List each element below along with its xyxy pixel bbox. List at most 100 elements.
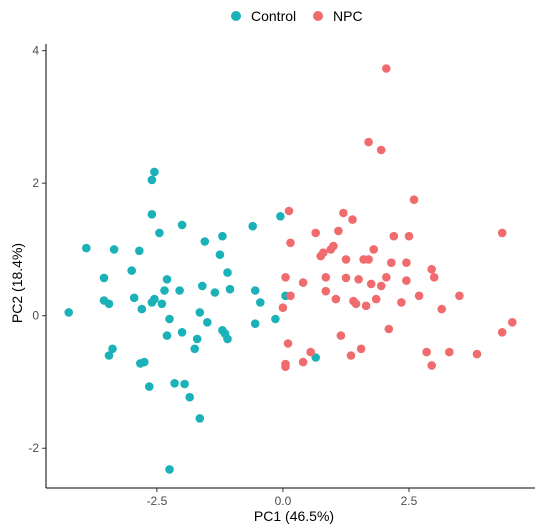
data-point-control bbox=[185, 392, 194, 402]
data-point-npc bbox=[336, 331, 346, 340]
data-point-npc bbox=[382, 64, 391, 73]
data-point-npc bbox=[364, 255, 373, 264]
x-tick-label: 2.5 bbox=[401, 494, 418, 508]
legend-marker-npc bbox=[313, 11, 323, 21]
data-point-control bbox=[137, 304, 147, 314]
x-axis-title: PC1 (46.5%) bbox=[254, 508, 334, 524]
data-point-control bbox=[180, 379, 189, 389]
data-point-control bbox=[162, 331, 172, 340]
data-point-npc bbox=[354, 275, 363, 284]
data-point-npc bbox=[437, 304, 447, 314]
data-point-control bbox=[109, 245, 119, 254]
legend-label-npc: NPC bbox=[333, 8, 363, 24]
y-tick-label: 4 bbox=[32, 44, 39, 58]
data-point-npc bbox=[341, 273, 351, 283]
data-point-npc bbox=[429, 273, 439, 282]
data-point-control bbox=[255, 298, 265, 307]
data-point-npc bbox=[376, 145, 386, 155]
data-point-npc bbox=[321, 273, 331, 282]
data-point-npc bbox=[402, 276, 411, 285]
data-point-control bbox=[157, 299, 167, 309]
data-point-npc bbox=[389, 231, 399, 241]
data-point-npc bbox=[497, 328, 507, 337]
data-point-control bbox=[250, 286, 260, 295]
data-point-control bbox=[190, 344, 199, 354]
data-point-npc bbox=[329, 241, 338, 251]
data-point-control bbox=[150, 294, 159, 304]
data-point-control bbox=[218, 231, 227, 241]
data-point-control bbox=[140, 357, 149, 367]
y-tick-label: -2 bbox=[28, 441, 39, 455]
data-point-control bbox=[203, 318, 212, 327]
data-point-npc bbox=[404, 231, 414, 241]
data-point-control bbox=[104, 299, 114, 309]
data-point-npc bbox=[298, 357, 308, 367]
data-point-npc bbox=[384, 324, 394, 334]
data-point-npc bbox=[311, 228, 321, 238]
data-point-npc bbox=[286, 238, 295, 248]
data-point-npc bbox=[376, 281, 386, 291]
data-point-npc bbox=[364, 137, 373, 147]
y-axis-title: PC2 (18.4%) bbox=[9, 243, 25, 323]
data-point-control bbox=[170, 379, 179, 388]
data-point-npc bbox=[284, 206, 294, 216]
data-point-control bbox=[162, 275, 172, 284]
data-point-npc bbox=[341, 255, 351, 264]
data-point-control bbox=[200, 237, 210, 246]
data-point-npc bbox=[455, 291, 464, 301]
data-point-npc bbox=[366, 279, 376, 289]
data-point-npc bbox=[331, 294, 341, 304]
data-point-npc bbox=[409, 195, 419, 204]
data-point-control bbox=[177, 328, 187, 337]
data-point-npc bbox=[427, 265, 437, 274]
data-point-npc bbox=[281, 359, 290, 369]
data-point-npc bbox=[371, 294, 381, 304]
data-point-npc bbox=[319, 248, 328, 257]
data-point-npc bbox=[278, 303, 288, 313]
data-point-npc bbox=[422, 347, 431, 357]
data-point-control bbox=[223, 334, 232, 344]
data-point-control bbox=[150, 167, 159, 177]
data-point-control bbox=[276, 212, 285, 221]
data-point-npc bbox=[346, 351, 356, 360]
data-point-npc bbox=[306, 347, 316, 357]
data-point-control bbox=[135, 246, 144, 256]
data-point-npc bbox=[286, 291, 295, 301]
y-tick-label: 2 bbox=[32, 176, 39, 190]
data-point-control bbox=[248, 221, 257, 231]
data-point-npc bbox=[283, 339, 293, 348]
data-point-control bbox=[195, 308, 205, 317]
data-point-control bbox=[99, 273, 109, 283]
data-point-control bbox=[223, 268, 232, 277]
series-npc bbox=[278, 64, 517, 372]
data-point-control bbox=[311, 353, 321, 362]
data-point-control bbox=[192, 334, 202, 344]
data-point-npc bbox=[281, 273, 290, 282]
data-point-npc bbox=[387, 258, 396, 268]
data-point-npc bbox=[402, 258, 411, 268]
legend: Control NPC bbox=[231, 8, 363, 24]
data-point-npc bbox=[351, 299, 361, 309]
data-point-control bbox=[160, 286, 169, 295]
data-point-control bbox=[64, 308, 73, 317]
series-control bbox=[64, 167, 321, 474]
data-point-npc bbox=[339, 208, 348, 218]
data-point-control bbox=[145, 382, 154, 391]
data-point-npc bbox=[427, 361, 437, 370]
axes: -2.5 0.0 2.5 -2 0 2 4 bbox=[28, 44, 535, 508]
data-point-npc bbox=[334, 226, 343, 236]
data-point-control bbox=[108, 344, 117, 354]
data-point-npc bbox=[382, 273, 391, 282]
data-point-control bbox=[82, 243, 91, 253]
data-point-control bbox=[165, 465, 174, 474]
data-point-control bbox=[195, 414, 205, 423]
data-point-control bbox=[104, 351, 114, 360]
legend-marker-control bbox=[231, 11, 241, 21]
data-point-control bbox=[250, 319, 260, 329]
data-point-control bbox=[210, 288, 220, 297]
data-point-control bbox=[215, 250, 225, 259]
data-points bbox=[64, 64, 517, 474]
data-point-npc bbox=[361, 301, 371, 311]
data-point-npc bbox=[356, 344, 366, 354]
data-point-npc bbox=[348, 215, 357, 224]
